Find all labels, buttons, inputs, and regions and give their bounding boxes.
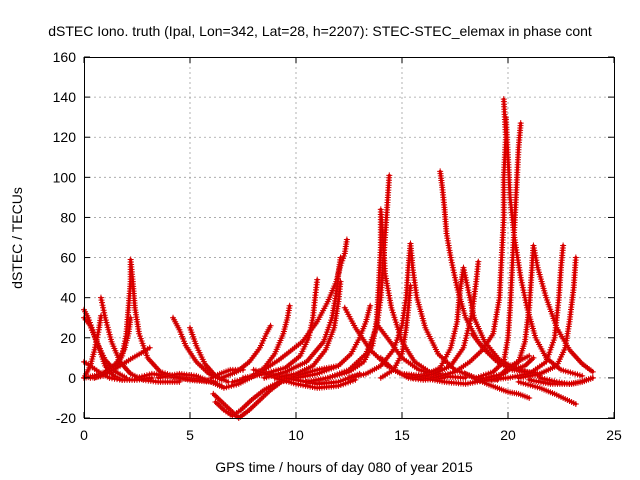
series-markers <box>409 258 482 381</box>
series-39 <box>462 370 533 401</box>
series-markers <box>324 206 448 381</box>
series-40 <box>473 120 524 381</box>
series-30 <box>377 282 414 381</box>
y-tick-label: 160 <box>53 49 77 65</box>
y-tick-label: 140 <box>53 89 77 105</box>
series-47 <box>536 374 596 387</box>
series-42 <box>483 242 596 381</box>
y-tick-label: 120 <box>53 129 77 145</box>
series-markers <box>346 240 501 383</box>
series-44 <box>515 378 579 407</box>
series-markers <box>293 302 374 381</box>
series-8 <box>91 344 153 381</box>
series-23 <box>271 374 359 391</box>
y-tick-labels: -20 0 20 40 60 80 100 120 140 160 <box>53 49 77 426</box>
series-17 <box>218 322 274 381</box>
series-markers <box>91 344 153 381</box>
series-markers <box>468 330 537 373</box>
x-tick-label: 15 <box>394 427 410 443</box>
series-markers <box>218 322 274 381</box>
series-markers <box>505 242 567 381</box>
y-axis-label: dSTEC / TECUs <box>9 187 25 289</box>
plot-frame <box>84 57 615 419</box>
series-43 <box>505 242 567 381</box>
data-series <box>81 96 596 421</box>
y-tick-label: 0 <box>68 370 76 386</box>
series-markers <box>502 114 586 379</box>
series-45 <box>515 254 579 381</box>
series-19 <box>240 276 321 381</box>
chart-title: dSTEC Iono. truth (Ipal, Lon=342, Lat=28… <box>48 23 592 39</box>
series-34 <box>409 258 482 381</box>
x-tick-label: 10 <box>288 427 304 443</box>
axis-ticks <box>83 56 615 419</box>
y-tick-label: 60 <box>60 250 76 266</box>
y-tick-label: 40 <box>60 290 76 306</box>
series-markers <box>377 282 414 381</box>
series-markers <box>515 378 579 407</box>
y-tick-label: 20 <box>60 330 76 346</box>
x-axis-label: GPS time / hours of day 080 of year 2015 <box>215 459 473 475</box>
series-trace <box>305 173 391 384</box>
series-21 <box>261 254 344 381</box>
y-tick-label: -20 <box>56 410 76 426</box>
y-tick-label: 100 <box>53 169 77 185</box>
series-36 <box>430 96 509 381</box>
series-markers <box>473 120 524 381</box>
series-markers <box>240 276 321 381</box>
series-markers <box>483 242 596 381</box>
y-tick-label: 80 <box>60 209 76 225</box>
x-tick-label: 25 <box>606 427 622 443</box>
series-26 <box>324 206 448 381</box>
x-tick-label: 0 <box>80 427 88 443</box>
series-markers <box>261 254 344 381</box>
series-24 <box>293 302 374 381</box>
x-tick-labels: 0 5 10 15 20 25 <box>80 427 622 443</box>
series-markers <box>515 254 579 381</box>
x-tick-label: 20 <box>500 427 516 443</box>
series-37 <box>502 114 586 379</box>
grid-lines <box>84 57 614 418</box>
series-38 <box>468 330 537 373</box>
series-markers <box>271 374 359 391</box>
x-tick-label: 5 <box>186 427 194 443</box>
series-markers <box>536 374 596 387</box>
